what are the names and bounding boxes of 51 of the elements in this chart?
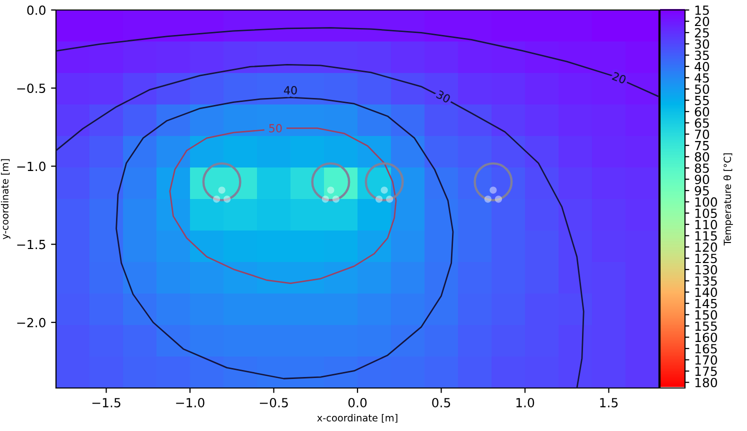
color-bar-label: 145	[695, 299, 717, 308]
color-bar-label: 110	[695, 220, 718, 230]
color-bar-label: 35	[694, 50, 709, 60]
y-tick-label: −1.0	[17, 162, 46, 172]
color-bar-label: 15	[695, 6, 709, 15]
x-tick-label: 0.0	[348, 398, 367, 408]
color-bar-label: 80	[694, 152, 710, 162]
y-axis-title: y-coordinate [m]	[0, 159, 10, 240]
color-bar-label: 140	[695, 288, 718, 298]
color-bar-label: 25	[694, 28, 709, 38]
color-bar-label: 30	[694, 39, 710, 49]
color-bar-label: 115	[695, 231, 717, 241]
color-bar-label: 160	[695, 332, 718, 342]
color-bar-label: 75	[695, 141, 709, 150]
color-bar-label: 55	[694, 96, 709, 106]
x-tick-label: 1.5	[600, 398, 618, 408]
x-tick-label: −1.0	[176, 398, 204, 408]
x-axis-title: x-coordinate [m]	[317, 414, 398, 423]
x-tick-label: 1.0	[516, 398, 534, 408]
y-tick-label: −0.5	[17, 84, 46, 94]
color-bar-label: 170	[695, 355, 718, 365]
y-tick-label: −1.5	[17, 240, 46, 250]
color-bar-label: 45	[694, 73, 709, 83]
x-tick-label: −1.5	[92, 398, 120, 408]
color-bar-label: 150	[695, 310, 718, 320]
y-tick-label: 0.0	[27, 5, 46, 15]
color-bar-label: 175	[695, 366, 717, 376]
color-bar-label: 20	[694, 16, 710, 26]
color-bar-label: 155	[695, 322, 717, 331]
color-bar-label: 90	[694, 174, 710, 184]
color-bar-label: 85	[694, 163, 709, 173]
color-bar-label: 100	[695, 197, 718, 207]
annotation: 50	[269, 124, 282, 132]
y-tick-label: −2.0	[17, 318, 46, 328]
color-bar-label: 125	[695, 254, 717, 264]
color-bar-label: 40	[694, 62, 710, 72]
color-bar-label: 60	[694, 107, 710, 116]
color-bar-label: 130	[695, 264, 718, 274]
color-bar-label: 120	[695, 242, 718, 252]
color-bar-label: 135	[695, 276, 717, 286]
color-bar-title: Temperature θ [°C]	[723, 153, 733, 246]
color-bar-label: 50	[694, 84, 710, 94]
x-tick-label: −0.5	[260, 398, 288, 408]
color-bar-label: 65	[694, 118, 709, 128]
annotation: 40	[284, 86, 297, 94]
x-tick-label: 0.5	[432, 398, 450, 408]
color-bar-label: 70	[695, 130, 710, 140]
color-bar-label: 95	[694, 186, 709, 196]
color-bar-label: 180	[695, 378, 718, 388]
color-bar-label: 165	[695, 344, 717, 354]
color-bar-label: 105	[695, 208, 717, 218]
